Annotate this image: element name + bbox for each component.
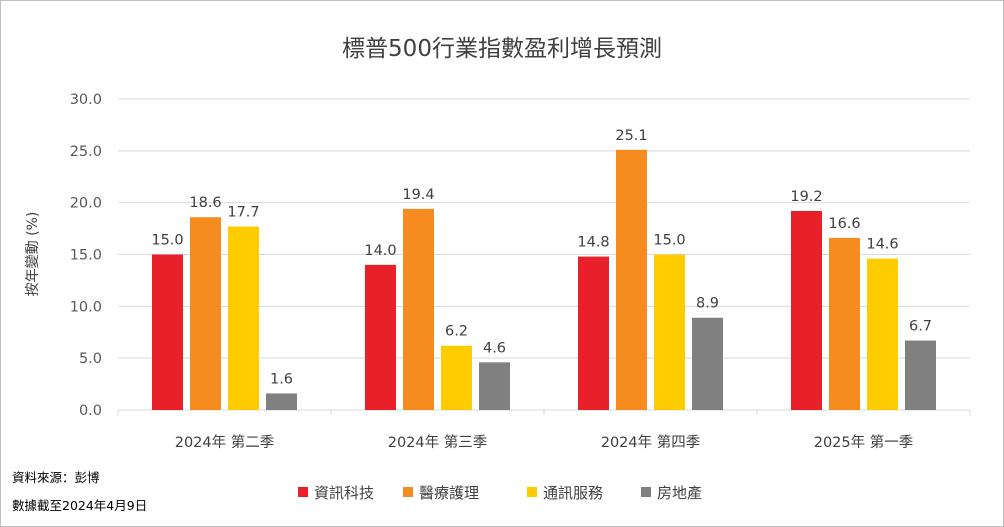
legend-swatch: [298, 487, 308, 497]
y-tick-label: 10.0: [70, 299, 102, 315]
x-tick-label: 2024年 第三季: [388, 433, 488, 451]
data-label: 17.7: [227, 205, 259, 221]
legend-label: 房地產: [657, 484, 702, 502]
data-label: 15.0: [151, 233, 183, 249]
x-tick-label: 2025年 第一季: [814, 433, 914, 451]
x-tick-labels: 2024年 第二季 2024年 第三季 2024年 第四季 2025年 第一季: [117, 410, 971, 451]
bar: [829, 237, 860, 410]
bar: [228, 226, 259, 410]
bars: [152, 149, 936, 410]
data-label: 25.1: [615, 128, 647, 144]
bar: [441, 345, 472, 410]
bar: [190, 217, 221, 410]
data-label: 14.6: [866, 237, 898, 253]
bar: [692, 317, 723, 410]
bar: [867, 258, 898, 410]
data-label: 4.6: [483, 340, 506, 356]
y-tick-label: 25.0: [70, 144, 102, 160]
data-date-note: 數據截至2024年4月9日: [12, 498, 148, 513]
footnotes: 資料來源：彭博 數據截至2024年4月9日: [12, 464, 147, 520]
legend-swatch: [403, 487, 413, 497]
legend-swatch: [641, 487, 651, 497]
data-label: 14.8: [577, 235, 609, 251]
y-tick-label: 20.0: [70, 196, 102, 212]
bar: [905, 340, 936, 410]
bar: [616, 149, 647, 410]
data-label: 1.6: [270, 371, 293, 387]
data-label: 8.9: [696, 296, 719, 312]
x-tick-label: 2024年 第二季: [175, 433, 275, 451]
bar: [578, 256, 609, 410]
y-tick-labels: 0.0 5.0 10.0 15.0 20.0 25.0 30.0: [70, 92, 102, 419]
y-tick-label: 30.0: [70, 92, 102, 108]
y-tick-label: 5.0: [79, 351, 102, 367]
data-labels: 15.0 18.6 17.7 1.6 14.0 19.4 6.2 4.6 14.8 25.1 15.…: [151, 128, 932, 388]
data-label: 18.6: [189, 195, 221, 211]
legend-swatch: [527, 487, 537, 497]
data-label: 14.0: [364, 243, 396, 259]
data-label: 6.2: [445, 324, 468, 340]
bar: [266, 393, 297, 410]
y-tick-label: 15.0: [70, 248, 102, 264]
data-label: 19.4: [402, 187, 434, 203]
legend-label: 通訊服務: [543, 484, 603, 502]
bar: [403, 208, 434, 410]
chart-title: 標普500行業指數盈利增長預測: [342, 36, 662, 62]
data-label: 15.0: [653, 233, 685, 249]
data-label: 16.6: [828, 216, 860, 232]
bar: [791, 210, 822, 410]
bar: [365, 264, 396, 410]
bar: [654, 254, 685, 410]
legend: 資訊科技 醫療護理 通訊服務 房地產: [298, 484, 702, 502]
bar: [152, 254, 183, 410]
legend-label: 醫療護理: [419, 484, 479, 502]
bar: [479, 362, 510, 410]
y-tick-label: 0.0: [79, 403, 102, 419]
data-label: 19.2: [790, 189, 822, 205]
source-note: 資料來源：彭博: [12, 470, 100, 485]
data-label: 6.7: [909, 319, 932, 335]
x-tick-label: 2024年 第四季: [601, 433, 701, 451]
legend-label: 資訊科技: [314, 484, 374, 502]
y-axis-label: 按年變動 (%): [25, 212, 41, 297]
